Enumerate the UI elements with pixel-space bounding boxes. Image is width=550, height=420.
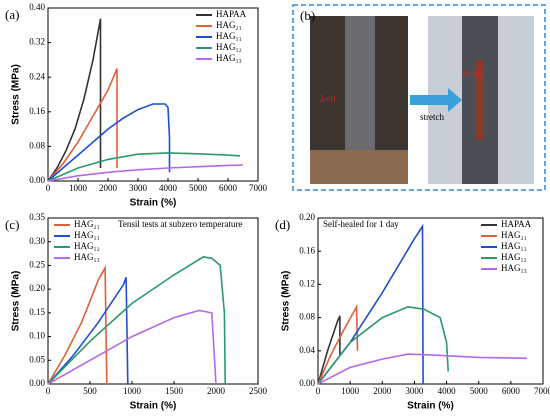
x-tick-label: 4000 [159, 183, 178, 193]
y-tick-label: 0.32 [29, 37, 45, 47]
y-tick-label: 0.20 [29, 283, 45, 293]
legend-label: HAG₁₁ [501, 241, 527, 251]
photo-text: λ=10 [462, 69, 483, 80]
y-axis-label: Stress (MPa) [281, 271, 292, 332]
series-line [47, 256, 226, 385]
x-axis-label: Strain (%) [407, 401, 454, 412]
annotation: Tensil tests at subzero temperature [118, 219, 242, 229]
series-line [47, 264, 108, 385]
series-line [47, 68, 118, 182]
x-tick-label: 2500 [249, 386, 268, 396]
photo-frame [292, 4, 546, 191]
x-tick-label: 3000 [405, 386, 424, 396]
y-axis-label: Stress (MPa) [11, 271, 22, 332]
y-tick-label: 0.30 [29, 236, 45, 246]
annotation: Self-healed for 1 day [323, 219, 399, 229]
y-tick-label: 0.16 [299, 245, 315, 255]
legend-label: HAG₁₁ [216, 31, 242, 41]
legend-label: HAG₂₁ [216, 20, 242, 30]
panel-label: (b) [300, 8, 315, 23]
x-tick-label: 1000 [123, 386, 142, 396]
series-line [47, 309, 217, 385]
panel-label: (c) [5, 217, 19, 232]
y-tick-label: 0.08 [299, 312, 315, 322]
x-tick-label: 1000 [69, 183, 88, 193]
y-tick-label: 0.00 [299, 378, 315, 388]
y-tick-label: 0.00 [29, 378, 45, 388]
series-line [47, 103, 171, 182]
x-tick-label: 7000 [249, 183, 268, 193]
x-tick-label: 7000 [534, 386, 550, 396]
series-line [317, 223, 424, 385]
y-tick-label: 0.15 [29, 307, 45, 317]
photo-sample [476, 60, 484, 140]
x-tick-label: 5000 [470, 386, 489, 396]
x-tick-label: 0 [46, 386, 51, 396]
x-tick-label: 6000 [502, 386, 521, 396]
panel-label: (a) [5, 7, 19, 22]
y-tick-label: 0.24 [29, 71, 45, 81]
x-tick-label: 6000 [219, 183, 238, 193]
y-tick-label: 0.08 [29, 140, 45, 150]
series-line [47, 164, 244, 182]
legend-label: HAG₁₂ [216, 42, 242, 52]
series-line [317, 353, 527, 385]
panel-label: (d) [275, 217, 290, 232]
x-tick-label: 4000 [438, 386, 457, 396]
y-tick-label: 0.25 [29, 259, 45, 269]
x-tick-label: 0 [316, 386, 321, 396]
series-line [317, 305, 449, 385]
plot-frame [47, 217, 259, 385]
plot-frame [317, 217, 544, 385]
legend-label: HAG₁₃ [74, 252, 100, 262]
x-tick-label: 1000 [341, 386, 360, 396]
arrow [410, 88, 462, 112]
y-tick-label: 0.12 [299, 278, 315, 288]
x-tick-label: 3000 [129, 183, 148, 193]
arrow-label: stretch [420, 112, 444, 122]
y-tick-label: 0.16 [29, 106, 45, 116]
legend-label: HAPAA [216, 9, 247, 19]
y-tick-label: 0.20 [299, 212, 315, 222]
x-tick-label: 2000 [373, 386, 392, 396]
series-line [47, 152, 241, 182]
y-tick-label: 0.05 [29, 354, 45, 364]
legend-label: HAG₁₁ [74, 230, 100, 240]
x-tick-label: 5000 [189, 183, 208, 193]
series-line [47, 18, 102, 182]
x-tick-label: 500 [83, 386, 97, 396]
y-tick-label: 0.04 [299, 345, 315, 355]
x-tick-label: 2000 [99, 183, 118, 193]
legend-label: HAG₁₃ [216, 53, 242, 63]
x-tick-label: 1500 [165, 386, 184, 396]
legend-label: HAG₂₁ [74, 219, 100, 229]
x-tick-label: 2000 [207, 386, 226, 396]
photo-text: λ=0 [320, 94, 336, 105]
y-tick-label: 0.35 [29, 212, 45, 222]
x-axis-label: Strain (%) [130, 401, 177, 412]
plot-frame [47, 7, 259, 182]
y-tick-label: 0.10 [29, 331, 45, 341]
x-tick-label: 0 [46, 183, 51, 193]
photo-base [310, 150, 408, 184]
series-line [47, 277, 129, 385]
y-tick-label: 0.40 [29, 2, 45, 12]
x-axis-label: Strain (%) [130, 198, 177, 209]
y-tick-label: 0.00 [29, 175, 45, 185]
series-line [317, 315, 341, 385]
legend-label: HAG₁₂ [74, 241, 100, 251]
legend-label: HAG₂₁ [501, 230, 527, 240]
y-axis-label: Stress (MPa) [11, 64, 22, 125]
legend-label: HAG₁₂ [501, 252, 527, 262]
series-line [317, 303, 359, 385]
legend-label: HAG₁₃ [501, 263, 527, 273]
legend-label: HAPAA [501, 219, 532, 229]
